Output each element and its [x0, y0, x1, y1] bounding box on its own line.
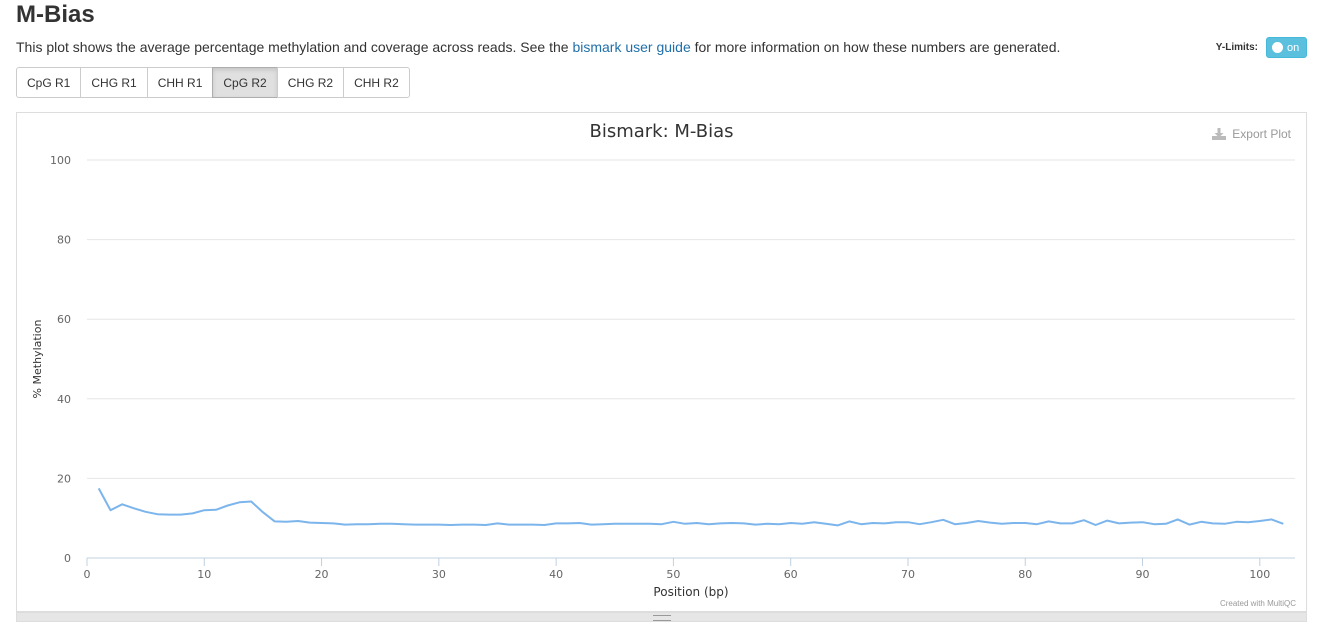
multiqc-credit: Created with MultiQC: [1219, 599, 1296, 608]
chart-title: Bismark: M-Bias: [589, 121, 734, 142]
page-title: M-Bias: [16, 1, 95, 28]
x-axis-title: Position (bp): [653, 585, 728, 599]
y-tick-label: 60: [57, 313, 71, 326]
toggle-text: on: [1287, 41, 1300, 54]
toggle-knob: [1272, 42, 1283, 53]
x-tick-label: 40: [549, 568, 563, 581]
download-icon: [1212, 128, 1227, 140]
series-line-0: [97, 487, 1284, 527]
description-text-end: for more information on how these number…: [690, 39, 1061, 55]
tab-cpg-r2[interactable]: CpG R2: [212, 67, 278, 98]
x-tick-label: 70: [901, 568, 915, 581]
x-tick-label: 50: [666, 568, 680, 581]
plot-container: Bismark: M-Bias Export Plot 0 20 40 60 80 100…: [16, 112, 1307, 612]
y-axis-title: % Methylation: [31, 320, 44, 399]
export-plot-label: Export Plot: [1232, 127, 1291, 141]
y-tick-label: 40: [57, 393, 71, 406]
x-tick-label: 90: [1136, 568, 1150, 581]
tab-chh-r2[interactable]: CHH R2: [343, 67, 410, 98]
x-tick-label: 20: [315, 568, 329, 581]
y-limits-toggle[interactable]: on: [1266, 37, 1307, 58]
plot-description: This plot shows the average percentage m…: [16, 39, 1060, 55]
x-tick-label: 100: [1249, 568, 1270, 581]
y-tick-label: 0: [64, 552, 71, 565]
y-tick-label: 100: [50, 154, 71, 167]
tab-chg-r1[interactable]: CHG R1: [80, 67, 148, 98]
export-plot-button[interactable]: Export Plot: [1211, 127, 1291, 141]
x-tick-label: 80: [1018, 568, 1032, 581]
tab-chg-r2[interactable]: CHG R2: [276, 67, 345, 98]
y-tick-label: 80: [57, 234, 71, 247]
description-text: This plot shows the average percentage m…: [16, 39, 573, 55]
tab-cpg-r1[interactable]: CpG R1: [16, 67, 82, 98]
grip-icon: [652, 615, 671, 621]
y-limits-control: Y-Limits: on: [1216, 37, 1307, 58]
x-tick-label: 10: [197, 568, 211, 581]
tab-chh-r1[interactable]: CHH R1: [146, 67, 214, 98]
context-tabs: CpG R1 CHG R1 CHH R1 CpG R2 CHG R2 CHH R…: [16, 67, 410, 98]
x-tick-label: 30: [432, 568, 446, 581]
x-tick-label: 60: [784, 568, 798, 581]
x-tick-label: 0: [84, 568, 91, 581]
bismark-user-guide-link[interactable]: bismark user guide: [572, 39, 691, 55]
y-limits-label: Y-Limits:: [1215, 42, 1258, 53]
mbias-line-chart: 0 20 40 60 80 100 0 10 20 30 40 50 60 70 80 90 100 Positi…: [31, 154, 1295, 599]
plot-resize-handle[interactable]: [16, 612, 1307, 622]
y-tick-label: 20: [57, 472, 71, 485]
